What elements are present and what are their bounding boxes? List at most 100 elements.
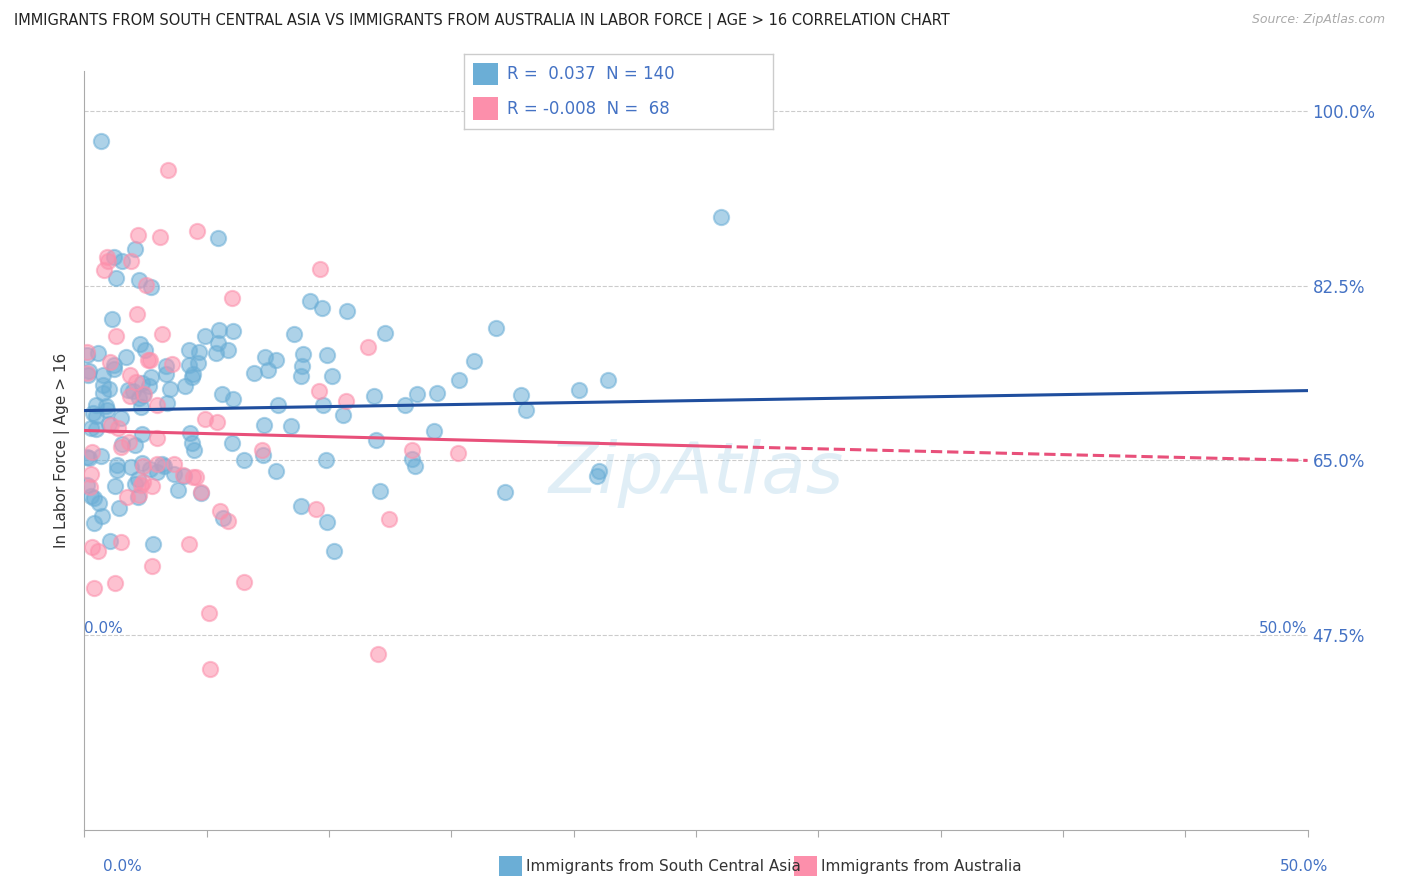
Point bbox=[596, 373, 619, 387]
Point bbox=[366, 434, 388, 448]
Point bbox=[155, 368, 177, 382]
Point bbox=[305, 502, 328, 516]
Point bbox=[152, 458, 174, 473]
Y-axis label: In Labor Force | Age > 16: In Labor Force | Age > 16 bbox=[55, 353, 70, 548]
Point bbox=[485, 320, 508, 334]
Text: 50.0%: 50.0% bbox=[1281, 859, 1329, 873]
Text: IMMIGRANTS FROM SOUTH CENTRAL ASIA VS IMMIGRANTS FROM AUSTRALIA IN LABOR FORCE |: IMMIGRANTS FROM SOUTH CENTRAL ASIA VS IM… bbox=[14, 13, 950, 29]
Point bbox=[401, 443, 423, 458]
Point bbox=[423, 424, 446, 438]
Point bbox=[96, 399, 118, 413]
Point bbox=[290, 499, 312, 513]
Point bbox=[197, 607, 219, 621]
Point bbox=[181, 469, 204, 483]
Point bbox=[76, 478, 98, 492]
Point bbox=[110, 534, 132, 549]
Point bbox=[125, 376, 148, 390]
Point bbox=[163, 457, 186, 471]
Point bbox=[311, 301, 333, 315]
Point bbox=[129, 477, 152, 491]
Point bbox=[321, 368, 343, 383]
Point bbox=[80, 467, 103, 482]
Point bbox=[205, 346, 228, 360]
Point bbox=[87, 346, 110, 360]
Point bbox=[127, 490, 149, 504]
Point bbox=[132, 458, 155, 473]
Point bbox=[292, 347, 315, 361]
Point bbox=[124, 438, 146, 452]
Point bbox=[79, 480, 101, 494]
Point bbox=[124, 477, 146, 491]
Point bbox=[232, 574, 254, 589]
Point bbox=[177, 358, 200, 372]
Point bbox=[131, 456, 153, 470]
Point bbox=[190, 486, 212, 500]
Point bbox=[404, 459, 426, 474]
Point bbox=[145, 465, 167, 479]
Point bbox=[316, 348, 339, 362]
Point bbox=[568, 383, 591, 397]
Point bbox=[217, 514, 239, 528]
Point bbox=[509, 388, 531, 402]
Point bbox=[120, 460, 142, 475]
Point bbox=[207, 335, 229, 350]
Point bbox=[183, 442, 205, 457]
Point bbox=[80, 540, 103, 554]
Point bbox=[150, 326, 173, 341]
Point bbox=[394, 398, 416, 412]
Point bbox=[107, 420, 129, 434]
Point bbox=[188, 345, 211, 359]
Point bbox=[290, 359, 312, 373]
Point bbox=[332, 408, 354, 422]
Point bbox=[127, 227, 149, 242]
Point bbox=[134, 386, 156, 401]
Point bbox=[212, 511, 235, 525]
Point bbox=[103, 362, 125, 376]
Point bbox=[179, 537, 201, 551]
Point bbox=[163, 467, 186, 482]
Point bbox=[378, 511, 401, 525]
Point bbox=[124, 242, 146, 256]
Point bbox=[138, 462, 160, 476]
Point bbox=[156, 396, 179, 410]
Point bbox=[84, 409, 107, 423]
Point bbox=[136, 352, 159, 367]
Point bbox=[128, 336, 150, 351]
Point bbox=[254, 350, 277, 364]
Point bbox=[104, 576, 127, 591]
Point bbox=[515, 403, 537, 417]
Text: 50.0%: 50.0% bbox=[1260, 621, 1308, 636]
Point bbox=[266, 398, 288, 412]
Point bbox=[104, 329, 127, 343]
Point bbox=[87, 544, 110, 558]
Point bbox=[128, 273, 150, 287]
Point bbox=[98, 383, 121, 397]
Point bbox=[232, 452, 254, 467]
Point bbox=[252, 448, 274, 462]
Point bbox=[82, 406, 104, 420]
Point bbox=[76, 450, 98, 464]
Point bbox=[91, 509, 114, 524]
Point bbox=[207, 231, 229, 245]
Point bbox=[110, 411, 132, 425]
Point bbox=[217, 343, 239, 357]
Point bbox=[172, 468, 194, 483]
Point bbox=[374, 326, 396, 340]
Text: 0.0%: 0.0% bbox=[84, 621, 124, 636]
Point bbox=[315, 515, 337, 529]
Point bbox=[96, 251, 118, 265]
Point bbox=[111, 437, 134, 451]
Point bbox=[290, 369, 312, 384]
Text: Immigrants from South Central Asia: Immigrants from South Central Asia bbox=[526, 859, 801, 873]
Point bbox=[312, 398, 335, 412]
Point bbox=[76, 366, 98, 380]
Point bbox=[252, 442, 274, 457]
Point bbox=[173, 468, 195, 483]
Point bbox=[463, 353, 485, 368]
Point bbox=[179, 425, 201, 440]
Point bbox=[149, 230, 172, 244]
Point bbox=[155, 359, 177, 373]
Point bbox=[82, 445, 104, 459]
Point bbox=[405, 386, 427, 401]
Point bbox=[221, 291, 243, 305]
